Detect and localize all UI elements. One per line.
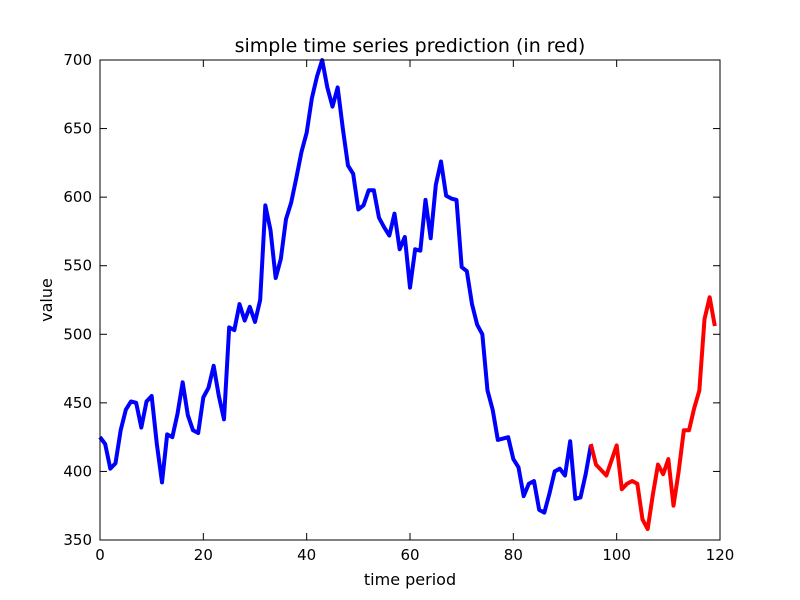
y-tick-label: 400	[63, 462, 92, 480]
x-axis-label: time period	[364, 570, 456, 589]
chart-title: simple time series prediction (in red)	[235, 35, 586, 57]
series-line-1	[588, 295, 717, 532]
x-tick-label: 40	[297, 546, 316, 564]
x-tick-label: 100	[602, 546, 631, 564]
series-layer	[98, 58, 717, 532]
y-axis-label: value	[37, 278, 56, 322]
y-tick-label: 500	[63, 325, 92, 343]
y-tick-label: 600	[63, 188, 92, 206]
plot-frame	[99, 59, 721, 541]
x-tick-label: 0	[95, 546, 105, 564]
x-tick-label: 60	[400, 546, 419, 564]
ticks-layer: 0 20 40 60 80 100 120 350 400 450 500 550 600 650 700	[63, 51, 734, 564]
series-line-0	[98, 58, 593, 515]
x-tick-label: 80	[504, 546, 523, 564]
y-tick-label: 350	[63, 531, 92, 549]
y-tick-label: 700	[63, 51, 92, 69]
y-tick-label: 550	[63, 257, 92, 275]
x-tick-label: 120	[706, 546, 735, 564]
y-tick-label: 450	[63, 394, 92, 412]
x-tick-label: 20	[194, 546, 213, 564]
y-tick-label: 650	[63, 120, 92, 138]
